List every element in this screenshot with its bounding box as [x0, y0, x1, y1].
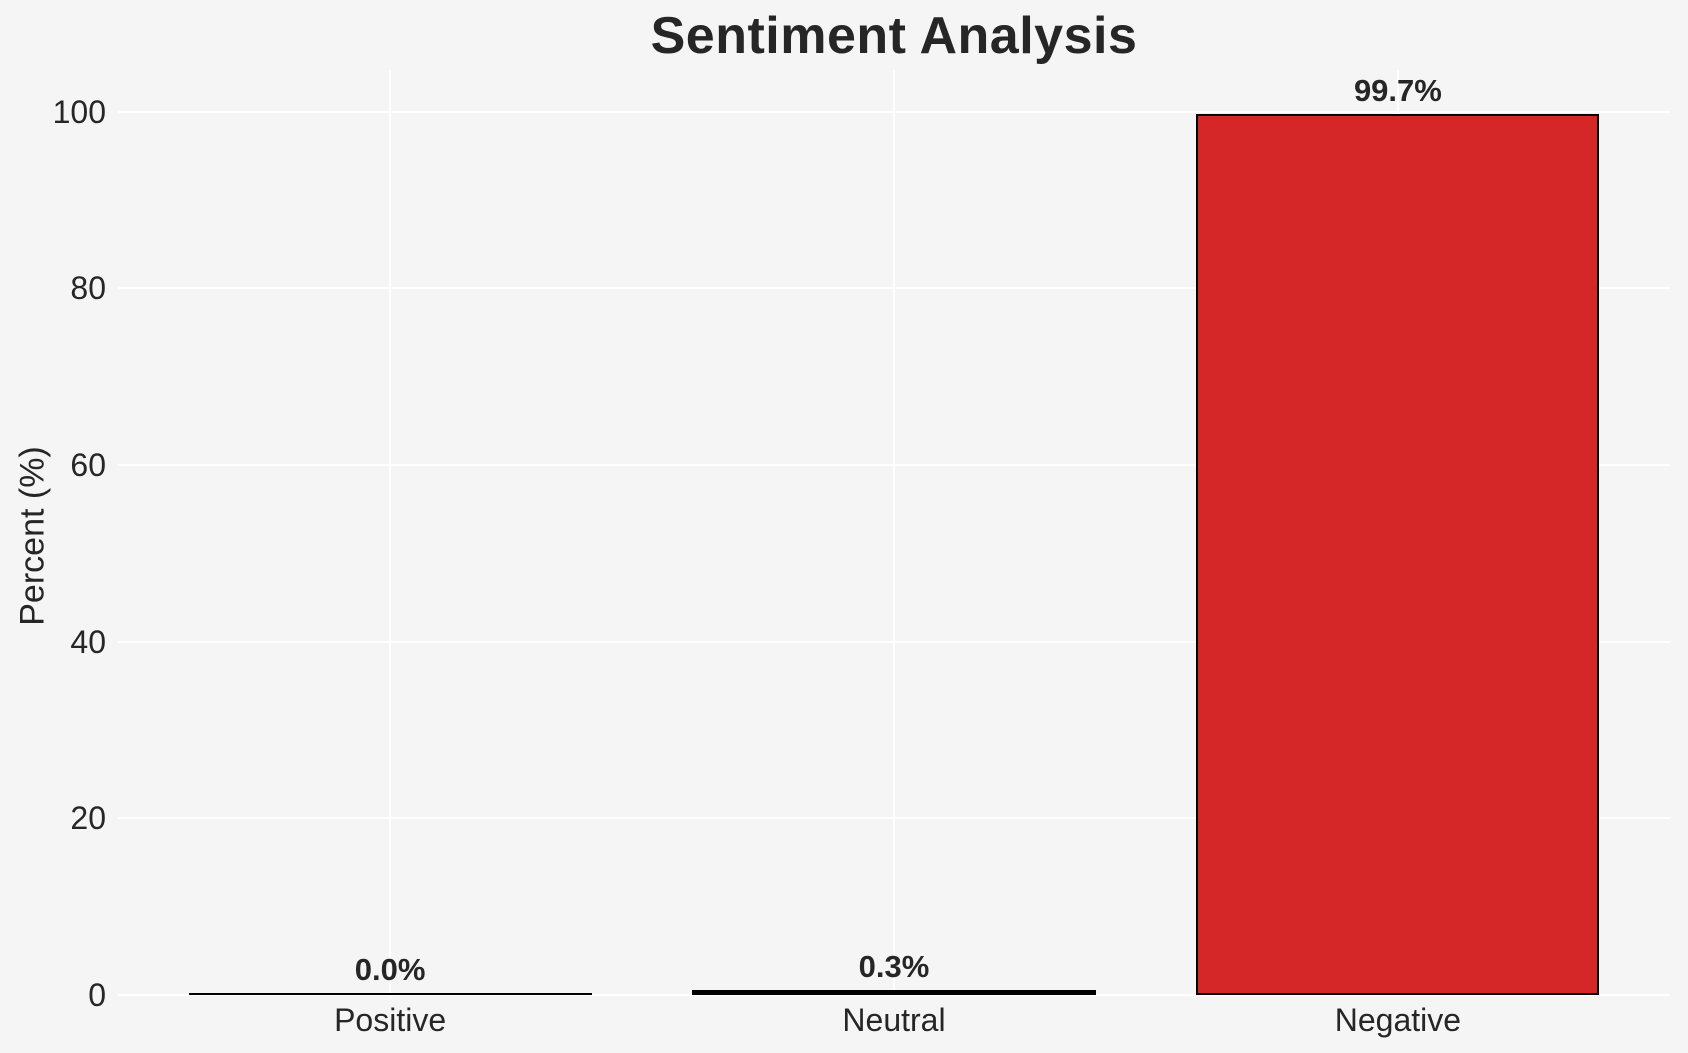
y-tick-label: 60 [70, 446, 106, 483]
x-tick-label: Negative [1334, 1002, 1462, 1038]
plot-area: 0 20 40 60 80 100 0.0% Positive 0.3% Neutral 99.7%… [53, 70, 1670, 1036]
y-tick-label: 40 [70, 623, 106, 660]
y-tick-label: 100 [52, 93, 106, 130]
bar-value-label: 0.3% [858, 949, 930, 984]
y-tick-label: 80 [70, 270, 106, 307]
chart-title: Sentiment Analysis [650, 7, 1138, 65]
y-tick-label: 0 [88, 977, 106, 1013]
y-axis-label: Percent (%) [13, 446, 52, 626]
x-tick-label: Positive [334, 1002, 447, 1038]
x-tick-label: Neutral [842, 1002, 946, 1038]
bar-negative [1196, 114, 1600, 995]
bar-positive [188, 993, 592, 995]
v-gridline [389, 70, 392, 995]
y-tick-label: 20 [70, 800, 106, 837]
v-gridline [893, 70, 895, 995]
bar-value-label: 0.0% [354, 952, 426, 987]
bar-neutral [692, 990, 1096, 995]
h-gridline [118, 994, 1670, 996]
bar-value-label: 99.7% [1353, 73, 1442, 108]
